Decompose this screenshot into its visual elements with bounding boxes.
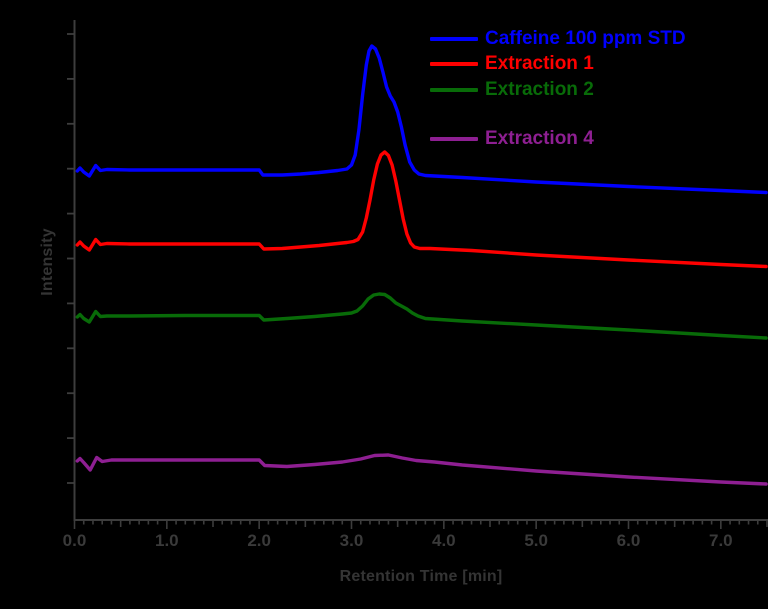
legend-line-extraction-4 — [430, 137, 478, 141]
legend-item-extraction-1: Extraction 1 — [430, 52, 594, 76]
x-tick-label-5.0: 5.0 — [524, 531, 548, 550]
legend-line-caffeine-std — [430, 37, 478, 41]
trace-extraction-4 — [75, 453, 768, 486]
legend-item-caffeine-std: Caffeine 100 ppm STD — [430, 27, 686, 51]
y-axis-label: Intensity — [39, 228, 56, 296]
legend-item-extraction-2: Extraction 2 — [430, 78, 594, 102]
x-tick-label-3.0: 3.0 — [339, 531, 364, 550]
x-tick-label-4.0: 4.0 — [432, 531, 456, 550]
x-axis-tick-labels: 0.0 1.0 2.0 3.0 4.0 5.0 6.0 7.0 — [0, 531, 768, 551]
x-tick-label-1.0: 1.0 — [155, 531, 179, 550]
legend-label-extraction-2: Extraction 2 — [485, 79, 594, 100]
x-tick-label-2.0: 2.0 — [247, 531, 271, 550]
x-tick-label-6.0: 6.0 — [616, 531, 641, 550]
trace-caffeine-100-ppm-std — [75, 44, 768, 195]
legend-line-extraction-2 — [430, 88, 478, 92]
legend-label-extraction-4: Extraction 4 — [485, 128, 594, 149]
x-tick-label-0.0: 0.0 — [62, 531, 87, 550]
legend-label-caffeine-std: Caffeine 100 ppm STD — [485, 28, 686, 49]
trace-extraction-2 — [75, 292, 768, 340]
trace-extraction-1 — [75, 150, 768, 269]
legend-line-extraction-1 — [430, 62, 478, 66]
legend-item-extraction-4: Extraction 4 — [430, 127, 594, 151]
legend-label-extraction-1: Extraction 1 — [485, 53, 594, 74]
x-axis-label: Retention Time [min] — [339, 568, 503, 585]
x-tick-label-7.0: 7.0 — [709, 531, 733, 550]
